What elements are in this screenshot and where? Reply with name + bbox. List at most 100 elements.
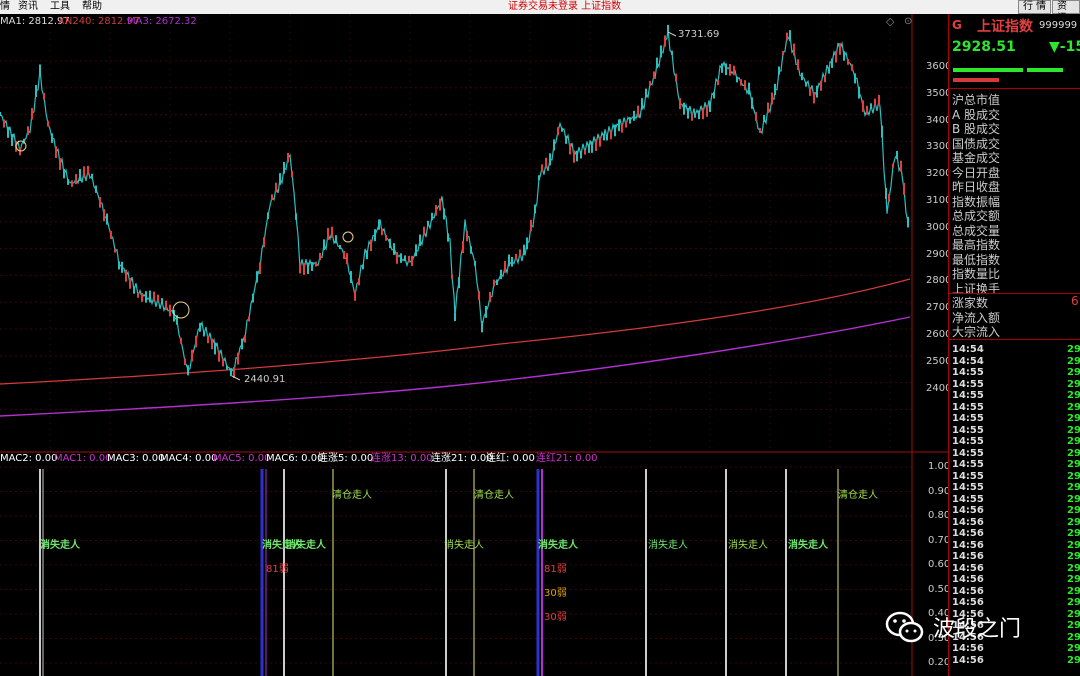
menu-item-quote[interactable]: 情: [0, 1, 10, 12]
tick-time: 14:55: [952, 378, 984, 390]
candle: [900, 160, 902, 172]
tick-time: 14:55: [952, 459, 984, 470]
tick-value: 29: [1067, 378, 1080, 390]
candle: [381, 228, 383, 236]
chart-grid: [0, 14, 912, 664]
candle: [404, 255, 406, 262]
indicator-legend-item: 连涨13: 0.00: [371, 453, 433, 464]
candle: [195, 335, 197, 348]
candle: [709, 101, 711, 112]
candle: [211, 338, 213, 350]
annotation-clear: 清仓走人: [332, 490, 372, 501]
panel-field-label: 今日开盘: [952, 165, 1001, 180]
candle: [786, 32, 788, 41]
candle: [660, 45, 662, 58]
candle: [415, 244, 417, 257]
kline-chart[interactable]: [0, 14, 948, 676]
candle: [63, 168, 65, 179]
tick-value: 29: [1067, 401, 1080, 413]
price-axis-tick: 2600: [926, 329, 952, 340]
candle: [629, 117, 631, 124]
candle: [534, 204, 536, 214]
tick-value: 29: [1067, 597, 1080, 608]
candle: [59, 158, 61, 170]
candle: [31, 108, 33, 120]
candle: [625, 121, 627, 128]
candle: [83, 166, 85, 178]
settings-icon[interactable]: ⊙: [904, 16, 913, 27]
candle: [809, 87, 811, 96]
tick-time: 14:56: [952, 539, 984, 551]
candle: [419, 234, 421, 246]
candle: [858, 86, 860, 99]
tick-value: 29: [1067, 516, 1080, 528]
candle: [263, 237, 265, 248]
price-axis-tick: 3600: [926, 61, 952, 72]
candle: [458, 277, 460, 289]
candle: [610, 129, 612, 140]
candle: [755, 112, 757, 122]
candle: [557, 127, 559, 136]
price-axis-tick: 3000: [926, 221, 952, 233]
tick-value: 29: [1067, 413, 1080, 424]
tick-value: 29: [1067, 390, 1080, 401]
menu-item-help[interactable]: 帮助: [82, 1, 102, 12]
quote-button[interactable]: 行 情: [1018, 0, 1052, 14]
candle: [774, 83, 776, 95]
annotation-g2: 81弱: [544, 564, 567, 575]
candle: [854, 73, 856, 84]
candle: [283, 161, 285, 174]
candle: [248, 316, 250, 322]
candle: [141, 292, 143, 302]
candle: [595, 139, 597, 151]
panel-field-label: 指数量比: [952, 267, 1001, 281]
indicator-axis-tick: 0.50: [928, 583, 951, 595]
tick-time: 14:56: [952, 516, 984, 528]
candle: [27, 126, 29, 136]
candle: [816, 85, 818, 98]
candle: [530, 219, 532, 232]
candle: [378, 219, 380, 230]
panel-field-label: 大宗流入: [952, 325, 1001, 339]
candle: [203, 331, 205, 337]
candle: [664, 35, 666, 47]
candle: [698, 110, 700, 120]
candle: [470, 246, 472, 254]
index-name: 上证指数: [977, 19, 1033, 35]
candle: [679, 97, 681, 110]
info-button[interactable]: 资 讯: [1052, 0, 1080, 24]
candle: [862, 100, 864, 112]
candle: [408, 255, 410, 263]
candle: [118, 261, 120, 270]
candle: [633, 110, 635, 121]
candle: [256, 271, 258, 283]
tick-time: 14:54: [952, 355, 984, 367]
candle: [748, 82, 750, 95]
candle: [319, 252, 321, 261]
candle: [847, 58, 849, 65]
candle: [207, 335, 209, 344]
signal-circle: [342, 231, 354, 243]
candle: [489, 292, 491, 303]
candle: [462, 241, 464, 253]
indicator-bars: [39, 469, 839, 676]
menu-item-tools[interactable]: 工具: [50, 1, 70, 12]
panel-field-label: 上证换手: [952, 281, 1001, 296]
annotation-g1: 81弱: [266, 564, 289, 575]
tick-value: 29: [1067, 654, 1080, 666]
candles: [0, 24, 909, 379]
candle: [729, 63, 731, 76]
tick-time: 14:56: [952, 505, 984, 516]
candle: [23, 138, 25, 144]
candle: [451, 274, 453, 279]
annotation-vanish: 消失走人: [728, 540, 768, 551]
tick-time: 14:55: [952, 413, 984, 424]
candle: [307, 262, 309, 275]
candle: [851, 64, 853, 71]
candle: [137, 292, 139, 298]
menu-item-news[interactable]: 资讯: [18, 1, 38, 12]
candle: [299, 263, 301, 274]
tick-value: 29: [1067, 355, 1080, 367]
candle: [295, 213, 297, 220]
candle: [511, 257, 513, 267]
